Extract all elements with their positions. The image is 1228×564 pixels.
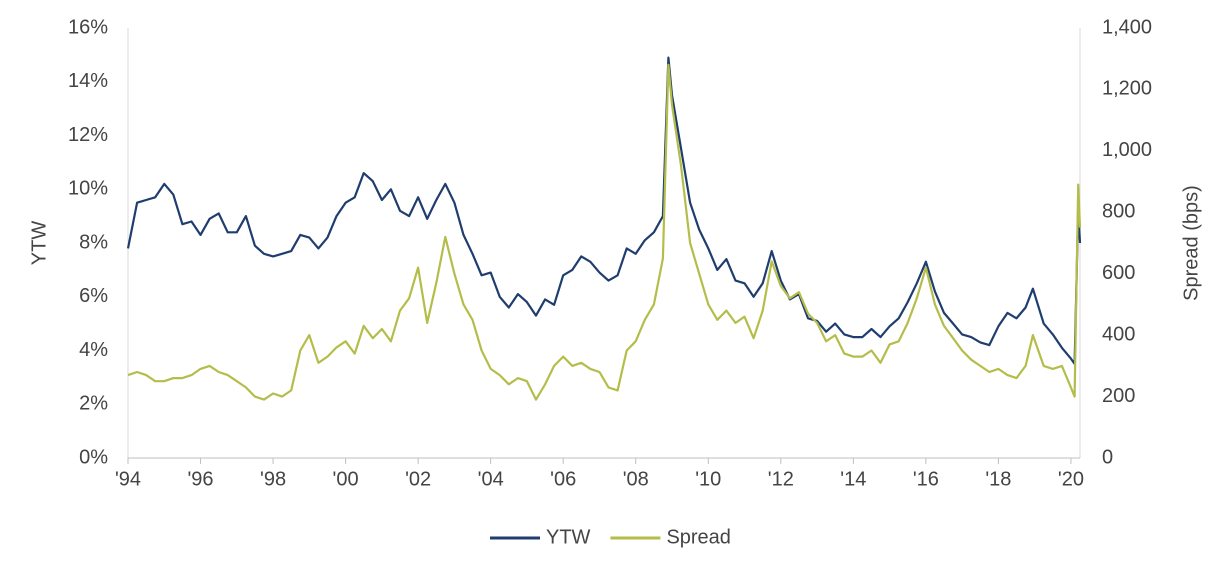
x-tick-label: '06 xyxy=(550,468,576,490)
x-tick-label: '12 xyxy=(768,468,794,490)
y-axis-label: YTW xyxy=(28,221,50,266)
y-tick-label: 2% xyxy=(79,393,108,415)
y-tick-label: 14% xyxy=(68,70,108,92)
x-tick-label: '04 xyxy=(478,468,504,490)
legend-label: YTW xyxy=(546,526,591,548)
x-tick-label: '18 xyxy=(985,468,1011,490)
y2-tick-label: 600 xyxy=(1102,262,1135,284)
y2-tick-label: 800 xyxy=(1102,201,1135,223)
series-line xyxy=(127,63,1082,401)
legend-label: Spread xyxy=(666,526,731,548)
y-tick-label: 0% xyxy=(79,446,108,468)
y2-tick-label: 200 xyxy=(1102,385,1135,407)
x-tick-label: '10 xyxy=(695,468,721,490)
y2-axis-label: Spread (bps) xyxy=(1180,185,1202,301)
x-tick-label: '00 xyxy=(333,468,359,490)
x-tick-label: '98 xyxy=(260,468,286,490)
x-tick-label: '08 xyxy=(623,468,649,490)
y2-tick-label: 1,400 xyxy=(1102,16,1152,38)
x-tick-label: '16 xyxy=(913,468,939,490)
x-tick-label: '96 xyxy=(187,468,213,490)
x-tick-label: '20 xyxy=(1058,468,1084,490)
y-tick-label: 8% xyxy=(79,231,108,253)
y2-tick-label: 0 xyxy=(1102,446,1113,468)
y2-tick-label: 1,200 xyxy=(1102,78,1152,100)
y-tick-label: 16% xyxy=(68,16,108,38)
y2-tick-label: 1,000 xyxy=(1102,139,1152,161)
y-tick-label: 10% xyxy=(68,178,108,200)
y-tick-label: 4% xyxy=(79,339,108,361)
y-tick-label: 6% xyxy=(79,285,108,307)
y2-tick-label: 400 xyxy=(1102,323,1135,345)
x-tick-label: '14 xyxy=(840,468,866,490)
series-line xyxy=(126,56,1082,365)
x-tick-label: '02 xyxy=(405,468,431,490)
y-tick-label: 12% xyxy=(68,124,108,146)
x-tick-label: '94 xyxy=(115,468,141,490)
